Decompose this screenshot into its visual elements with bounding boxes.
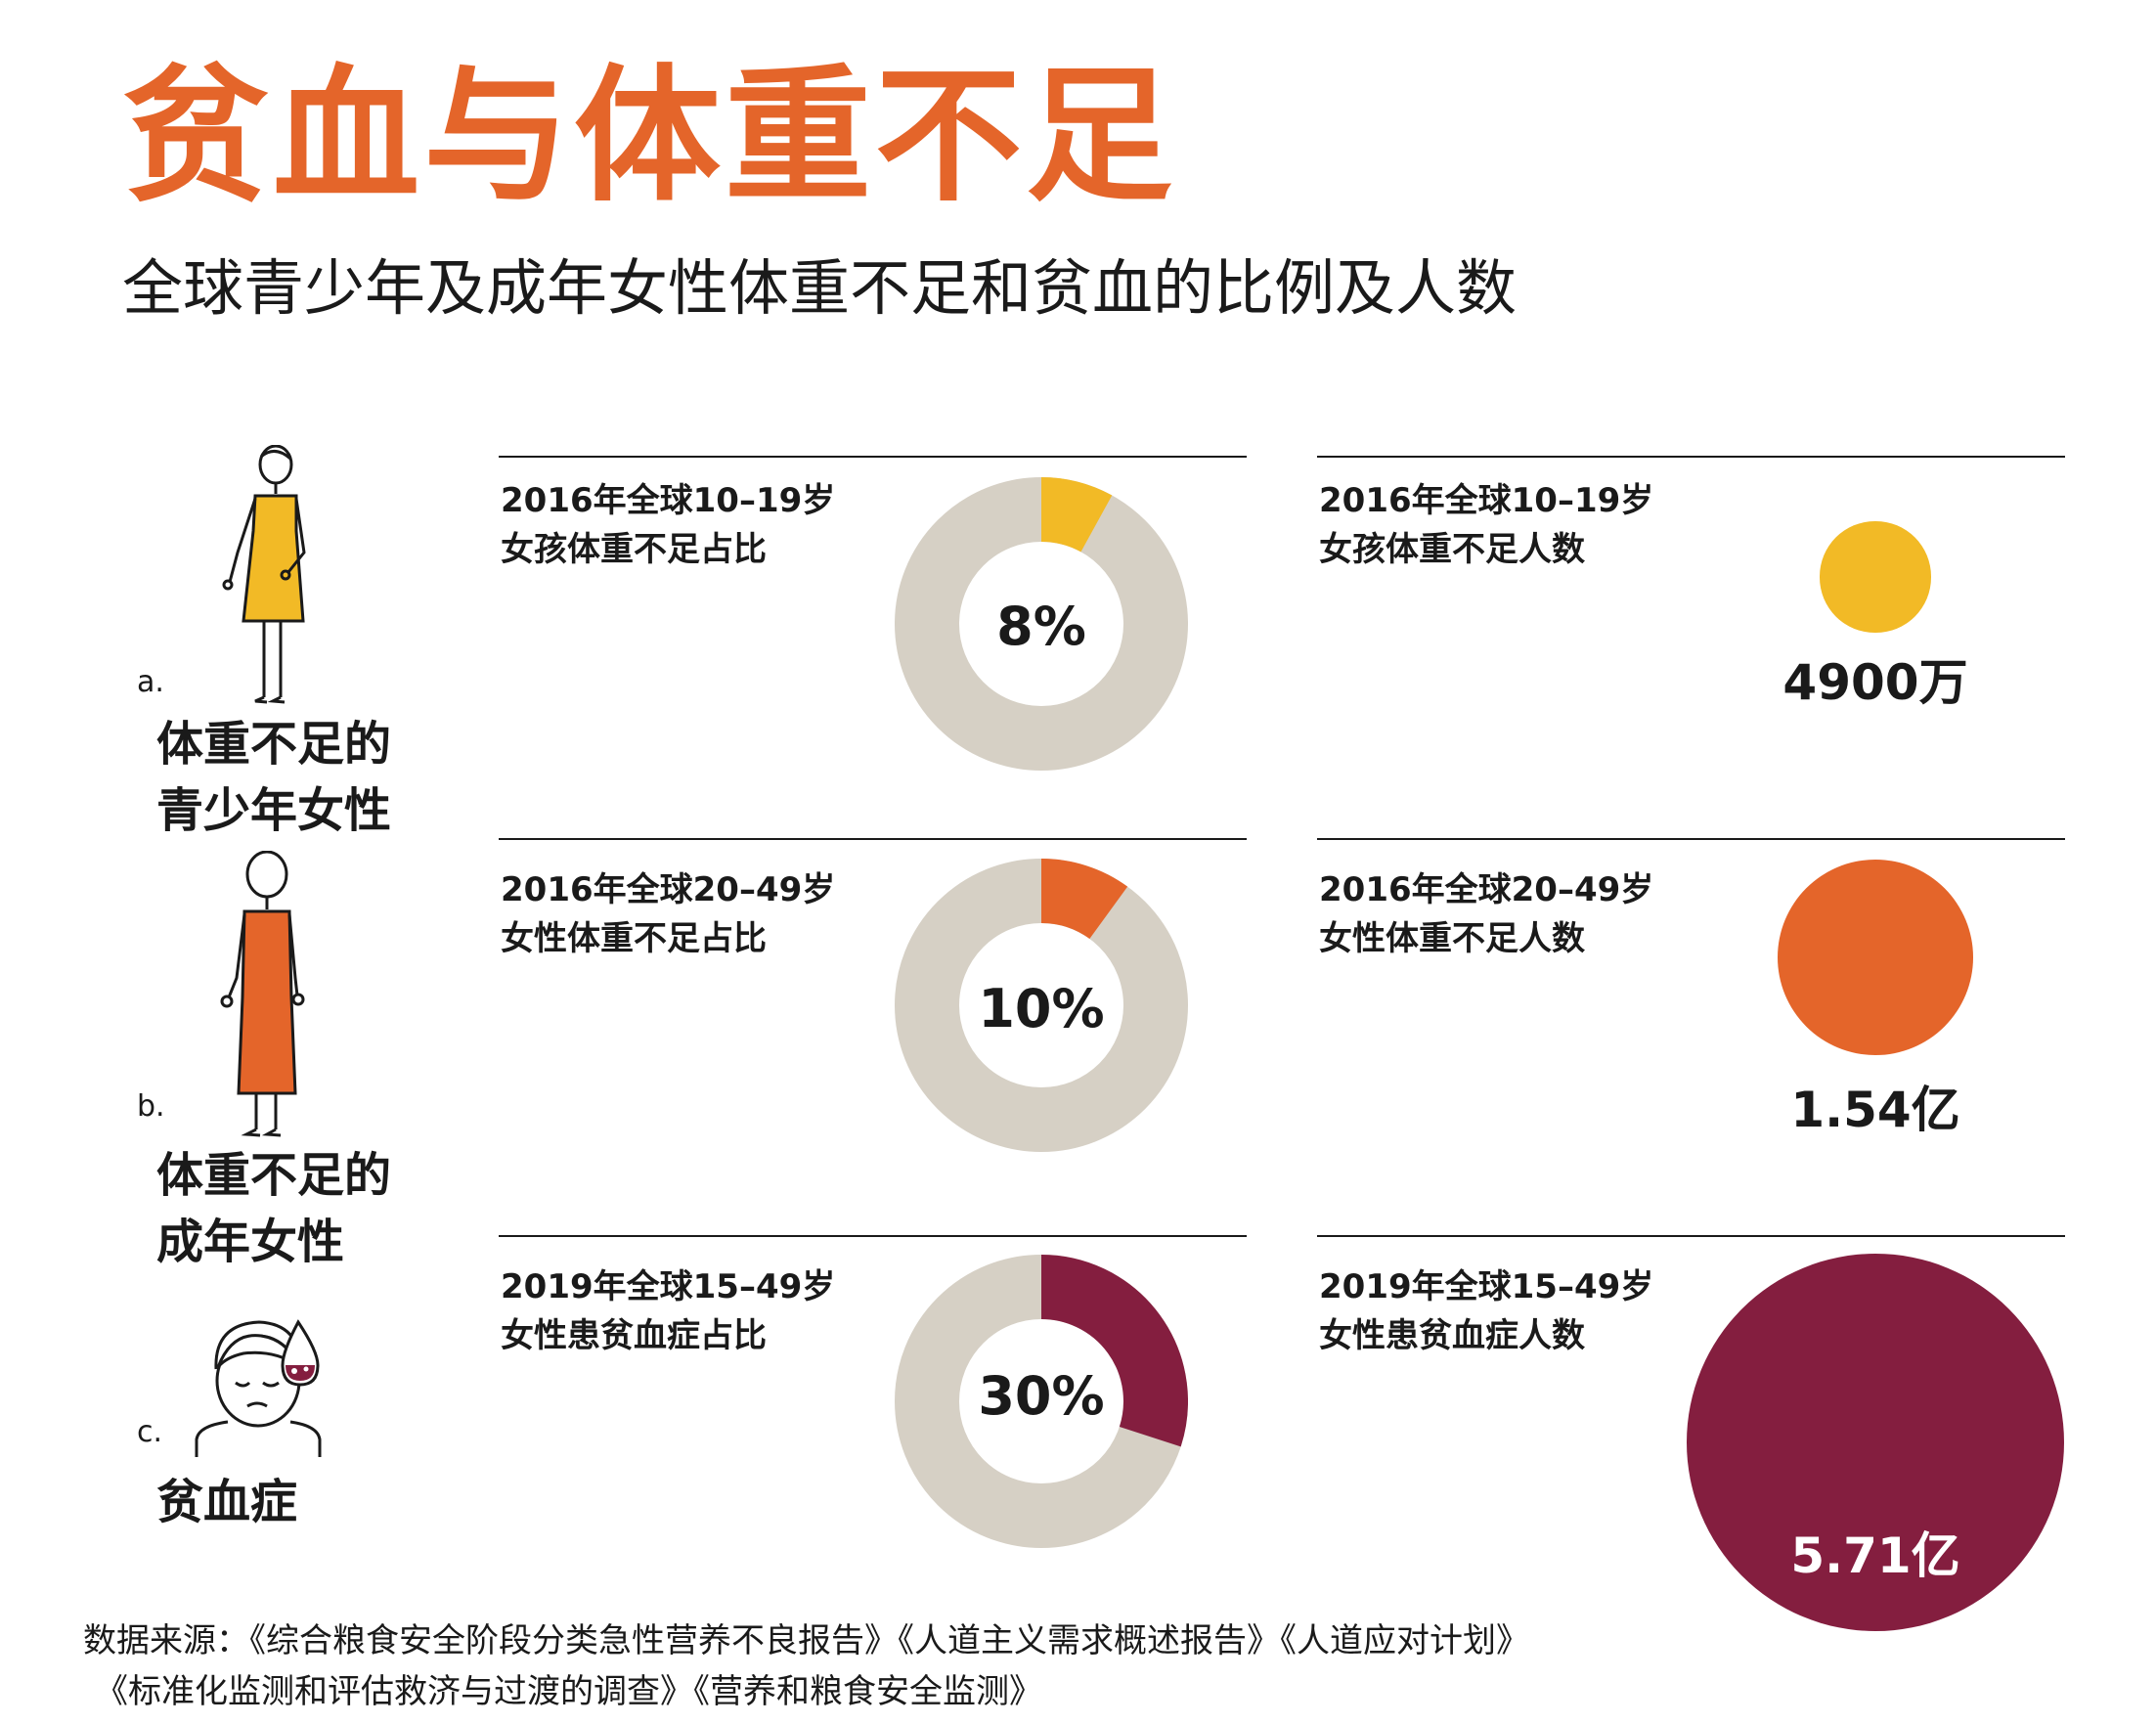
donut-pct-c: 30% (978, 1365, 1105, 1427)
share-label-b-line1: 2016年全球20–49岁 (501, 870, 836, 909)
donut-slice-a (1039, 477, 1113, 553)
share-label-a-line1: 2016年全球10–19岁 (501, 481, 836, 520)
row-c-letter: c. (137, 1415, 163, 1449)
count-rule-c (1317, 1235, 2065, 1237)
donut-chart-c (895, 1255, 1188, 1548)
row-b-label-line2: 成年女性 (156, 1215, 345, 1269)
share-label-b: 2016年全球20–49岁 女性体重不足占比 (501, 865, 835, 963)
page-title: 贫血与体重不足 (122, 52, 1177, 222)
share-label-c-line1: 2019年全球15–49岁 (501, 1267, 836, 1306)
count-label-a: 2016年全球10–19岁 女孩体重不足人数 (1319, 476, 1653, 574)
count-label-a-line1: 2016年全球10–19岁 (1319, 481, 1654, 520)
count-value-b: 1.54亿 (1790, 1082, 1960, 1138)
donut-pct-b: 10% (978, 978, 1105, 1039)
data-source-line2: 《标准化监测和评估救济与过渡的调查》《营养和粮食安全监测》 (95, 1672, 1042, 1711)
donut-slice-b (1039, 859, 1128, 940)
row-b-label-line1: 体重不足的 (156, 1148, 392, 1203)
count-bubble-a (1820, 521, 1931, 633)
share-label-c-line2: 女性患贫血症占比 (501, 1316, 767, 1355)
donut-chart-b (895, 859, 1188, 1152)
row-a-label: 体重不足的 青少年女性 (156, 711, 391, 844)
share-label-a-line2: 女孩体重不足占比 (501, 530, 767, 569)
share-rule-c (499, 1235, 1247, 1237)
count-label-b: 2016年全球20–49岁 女性体重不足人数 (1319, 865, 1653, 963)
anemic-person-icon (195, 1319, 322, 1457)
count-label-c-line2: 女性患贫血症人数 (1319, 1316, 1585, 1355)
row-c-label: 贫血症 (156, 1469, 297, 1535)
data-source: 数据来源：《综合粮食安全阶段分类急性营养不良报告》《人道主义需求概述报告》《人道… (83, 1615, 1529, 1717)
count-rule-a (1317, 456, 2065, 458)
share-rule-a (499, 456, 1247, 458)
row-a-label-line1: 体重不足的 (156, 717, 392, 772)
donut-slice-c (1039, 1255, 1188, 1447)
adolescent-girl-icon (222, 445, 306, 704)
count-label-b-line1: 2016年全球20–49岁 (1319, 870, 1654, 909)
share-label-a: 2016年全球10–19岁 女孩体重不足占比 (501, 476, 835, 574)
share-rule-b (499, 838, 1247, 840)
count-bubble-b (1777, 859, 1974, 1056)
share-label-b-line2: 女性体重不足占比 (501, 919, 767, 958)
donut-chart-a (895, 477, 1188, 771)
count-value-c: 5.71亿 (1790, 1527, 1960, 1584)
data-source-line1: 数据来源：《综合粮食安全阶段分类急性营养不良报告》《人道主义需求概述报告》《人道… (83, 1621, 1529, 1660)
donut-pct-a: 8% (996, 596, 1086, 657)
row-a-label-line2: 青少年女性 (156, 783, 392, 838)
row-b-letter: b. (137, 1089, 165, 1124)
count-rule-b (1317, 838, 2065, 840)
row-b-label: 体重不足的 成年女性 (156, 1142, 391, 1275)
adult-woman-icon (220, 851, 305, 1137)
count-label-c: 2019年全球15–49岁 女性患贫血症人数 (1319, 1262, 1653, 1360)
share-label-c: 2019年全球15–49岁 女性患贫血症占比 (501, 1262, 835, 1360)
row-c-label-line1: 贫血症 (156, 1475, 298, 1529)
count-value-a: 4900万 (1782, 654, 1968, 711)
count-label-c-line1: 2019年全球15–49岁 (1319, 1267, 1654, 1306)
count-label-b-line2: 女性体重不足人数 (1319, 919, 1585, 958)
row-a-letter: a. (137, 665, 164, 699)
count-label-a-line2: 女孩体重不足人数 (1319, 530, 1585, 569)
count-bubble-c (1687, 1254, 2064, 1631)
page-subtitle: 全球青少年及成年女性体重不足和贫血的比例及人数 (122, 252, 1518, 324)
